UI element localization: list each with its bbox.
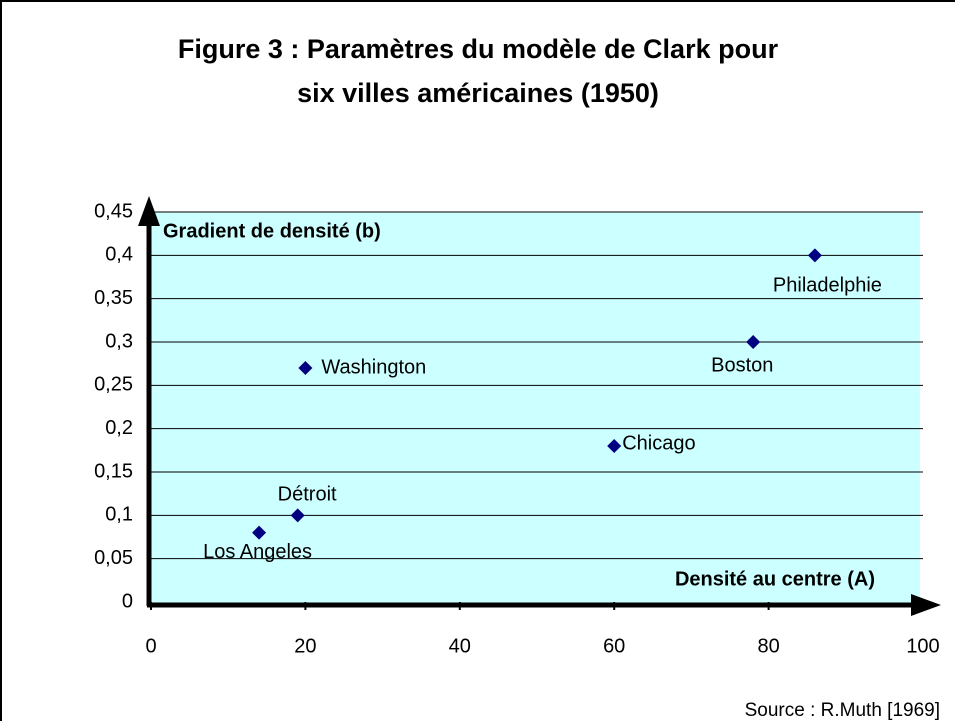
x-tick-label: 100 bbox=[906, 635, 939, 657]
point-label: Washington bbox=[321, 356, 426, 378]
y-tick-label: 0,3 bbox=[105, 330, 133, 352]
x-axis-label: Densité au centre (A) bbox=[675, 568, 875, 590]
x-tick-label: 80 bbox=[757, 635, 779, 657]
chart-title: Figure 3 : Paramètres du modèle de Clark… bbox=[178, 34, 779, 64]
y-tick-label: 0,2 bbox=[105, 417, 133, 439]
data-point bbox=[607, 439, 622, 453]
x-tick-label: 40 bbox=[449, 635, 471, 657]
data-point bbox=[290, 508, 305, 523]
y-tick-label: 0,45 bbox=[94, 200, 133, 222]
x-tick-label: 0 bbox=[145, 635, 156, 657]
x-tick-label: 20 bbox=[294, 635, 316, 657]
y-tick-label: 0,1 bbox=[105, 504, 133, 526]
data-point bbox=[746, 335, 761, 349]
x-tick-label: 60 bbox=[603, 635, 625, 657]
y-tick-label: 0 bbox=[122, 590, 133, 612]
y-axis-arrow bbox=[138, 196, 160, 226]
y-tick-label: 0,4 bbox=[105, 244, 133, 266]
y-tick-label: 0,15 bbox=[94, 460, 133, 482]
data-point bbox=[807, 248, 822, 263]
y-tick-label: 0,35 bbox=[94, 287, 133, 309]
point-label: Chicago bbox=[622, 432, 695, 454]
plot-area bbox=[148, 212, 920, 605]
point-label: Détroit bbox=[278, 484, 337, 506]
point-label: Los Angeles bbox=[203, 541, 312, 563]
point-label: Boston bbox=[711, 354, 773, 376]
chart-title-line2: six villes américaines (1950) bbox=[297, 78, 659, 108]
y-axis-label: Gradient de densité (b) bbox=[163, 220, 381, 242]
point-label: Philadelphie bbox=[773, 275, 882, 297]
data-point bbox=[298, 361, 313, 375]
y-tick-label: 0,05 bbox=[94, 547, 133, 569]
y-tick-label: 0,25 bbox=[94, 374, 133, 396]
x-axis-arrow bbox=[911, 594, 941, 616]
source: Source : R.Muth [1969] bbox=[745, 700, 940, 721]
data-point bbox=[252, 525, 267, 540]
